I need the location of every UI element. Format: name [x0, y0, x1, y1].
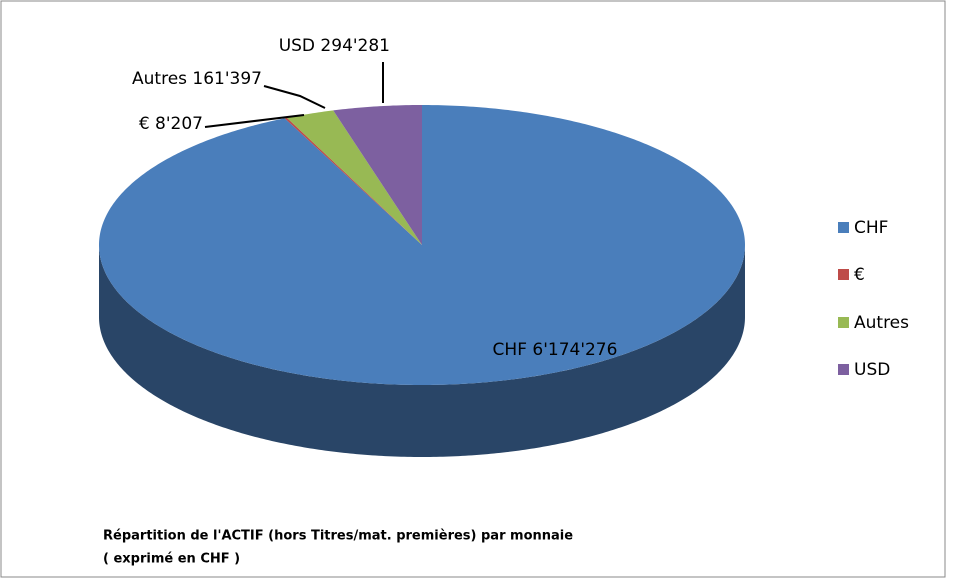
legend-swatch [838, 269, 849, 280]
leader-line [204, 114, 305, 128]
data-label: € 8'207 [139, 114, 203, 134]
pie-side [99, 245, 745, 457]
data-label: Autres 161'397 [132, 69, 262, 89]
pie-slice [99, 105, 745, 385]
legend-swatch [838, 364, 849, 375]
data-label: USD 294'281 [279, 36, 390, 56]
legend-swatch [838, 317, 849, 328]
legend-label: CHF [854, 218, 888, 238]
chart-subtitle: ( exprimé en CHF ) [103, 552, 240, 567]
legend-label: € [854, 265, 865, 285]
data-label: CHF 6'174'276 [493, 340, 618, 360]
legend-label: Autres [854, 313, 909, 333]
pie-slice [333, 105, 422, 245]
leader-line [263, 85, 326, 109]
legend-swatch [838, 222, 849, 233]
pie-slice [284, 117, 422, 245]
chart-title: Répartition de l'ACTIF (hors Titres/mat.… [103, 529, 573, 544]
pie-slice [286, 110, 422, 246]
legend-label: USD [854, 360, 890, 380]
